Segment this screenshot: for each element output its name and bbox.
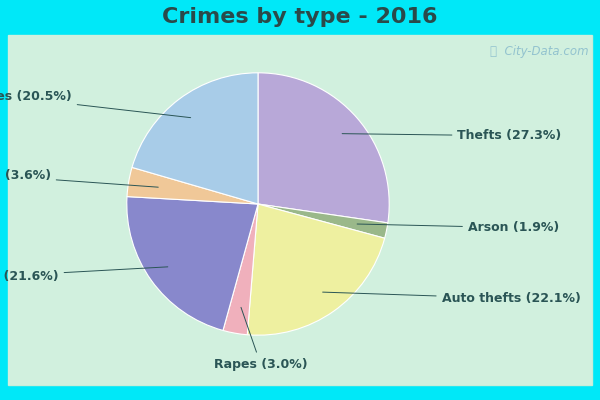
Text: Burglaries (20.5%): Burglaries (20.5%) — [0, 90, 191, 118]
Wedge shape — [258, 204, 388, 238]
Text: Auto thefts (22.1%): Auto thefts (22.1%) — [323, 292, 581, 305]
Wedge shape — [258, 73, 389, 223]
Text: ⓘ  City-Data.com: ⓘ City-Data.com — [490, 46, 589, 58]
Text: Rapes (3.0%): Rapes (3.0%) — [214, 307, 307, 370]
Bar — [8, 35, 592, 385]
Text: Arson (1.9%): Arson (1.9%) — [357, 221, 559, 234]
Text: Assaults (21.6%): Assaults (21.6%) — [0, 267, 168, 283]
Wedge shape — [127, 196, 258, 330]
Text: Thefts (27.3%): Thefts (27.3%) — [342, 129, 562, 142]
Text: Crimes by type - 2016: Crimes by type - 2016 — [162, 7, 438, 27]
Wedge shape — [127, 167, 258, 204]
Wedge shape — [247, 204, 385, 335]
Wedge shape — [223, 204, 258, 335]
Bar — [8, 35, 592, 385]
Wedge shape — [132, 73, 258, 204]
Text: Robberies (3.6%): Robberies (3.6%) — [0, 169, 158, 187]
